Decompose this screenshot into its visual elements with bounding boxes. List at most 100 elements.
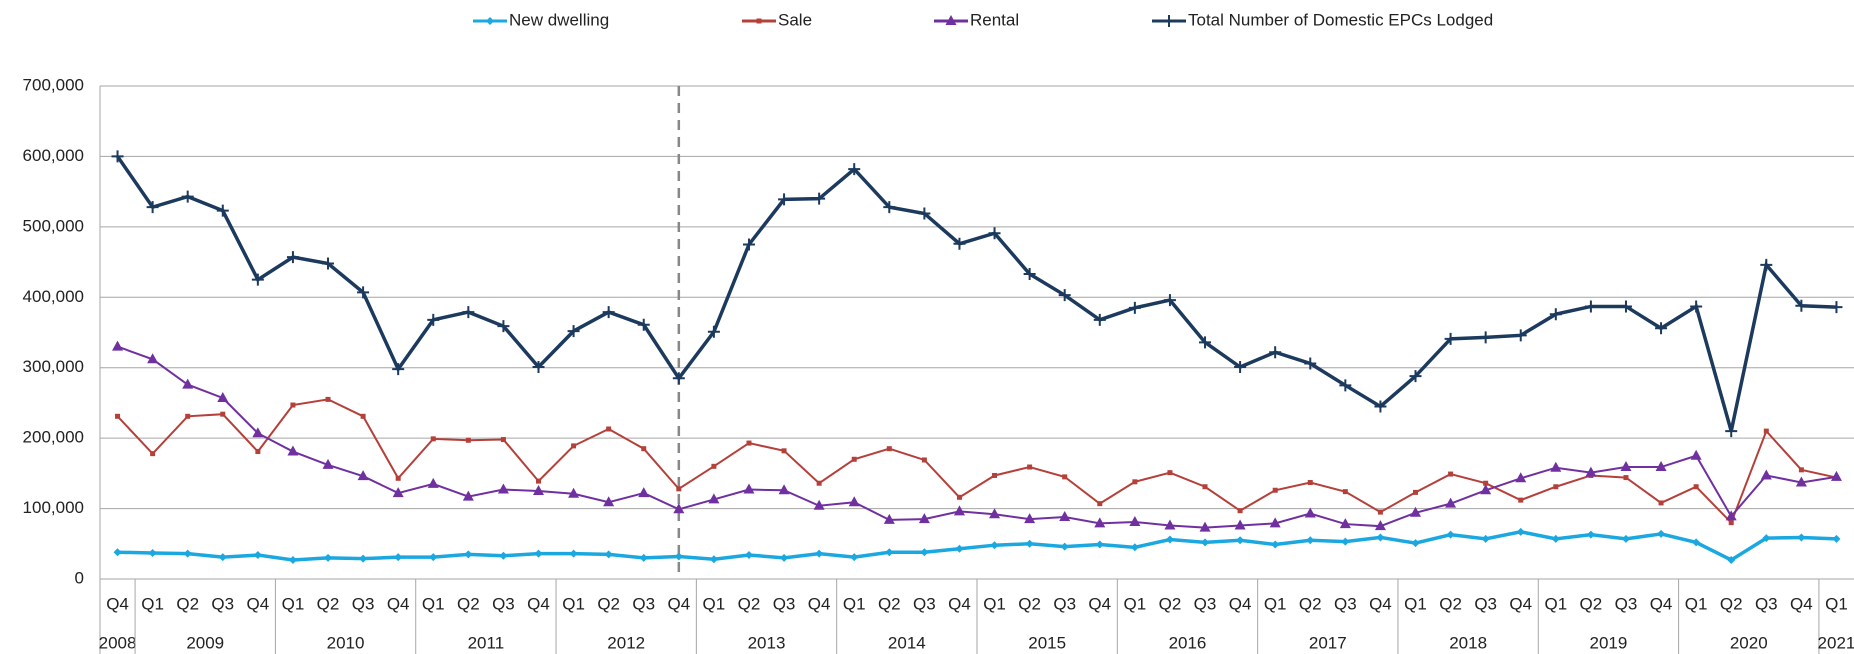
point xyxy=(499,551,508,560)
x-group-label: 2014 xyxy=(888,633,926,652)
x-tick-label: Q4 xyxy=(948,594,971,613)
x-tick-label: Q2 xyxy=(1439,594,1462,613)
point xyxy=(217,391,229,402)
point xyxy=(1690,300,1703,313)
point xyxy=(325,396,331,402)
point xyxy=(920,548,929,557)
point xyxy=(1795,476,1807,487)
point xyxy=(1341,537,1350,546)
legend-label: Sale xyxy=(778,10,812,29)
point xyxy=(1234,361,1247,374)
point xyxy=(780,553,789,562)
x-tick-label: Q4 xyxy=(247,594,270,613)
x-group-label: 2010 xyxy=(327,633,365,652)
point xyxy=(1237,508,1243,514)
point xyxy=(992,472,998,478)
point xyxy=(1409,370,1422,383)
point xyxy=(1725,510,1737,521)
point xyxy=(1339,379,1352,392)
point xyxy=(1199,336,1212,349)
y-tick-label: 400,000 xyxy=(23,287,84,306)
x-group-label: 2009 xyxy=(186,633,224,652)
x-tick-label: Q3 xyxy=(1053,594,1076,613)
point xyxy=(251,273,264,286)
point xyxy=(1027,464,1033,470)
point xyxy=(1797,533,1806,542)
point xyxy=(324,553,333,562)
legend-label: Total Number of Domestic EPCs Lodged xyxy=(1188,10,1493,29)
point xyxy=(639,553,648,562)
point xyxy=(357,470,369,481)
point xyxy=(429,553,438,562)
point xyxy=(322,458,334,469)
x-tick-label: Q3 xyxy=(352,594,375,613)
x-tick-label: Q1 xyxy=(1264,594,1287,613)
point xyxy=(1413,489,1418,495)
point xyxy=(638,487,650,498)
point xyxy=(357,286,370,299)
point xyxy=(395,475,401,481)
point xyxy=(216,204,229,217)
point xyxy=(1551,534,1560,543)
point xyxy=(778,484,790,495)
point xyxy=(1620,461,1632,472)
point xyxy=(1830,470,1842,481)
point xyxy=(1202,484,1208,490)
point xyxy=(988,227,1001,240)
x-tick-label: Q3 xyxy=(1194,594,1217,613)
point xyxy=(1553,484,1559,490)
point xyxy=(1760,469,1772,480)
point xyxy=(1444,332,1457,345)
point xyxy=(1621,534,1630,543)
x-group-label: 2013 xyxy=(748,633,786,652)
point xyxy=(1586,530,1595,539)
point xyxy=(637,318,650,331)
x-tick-label: Q3 xyxy=(1615,594,1638,613)
legend-marker xyxy=(486,17,494,25)
point xyxy=(1306,536,1315,545)
x-group-label: 2016 xyxy=(1169,633,1207,652)
point xyxy=(1727,555,1736,564)
point xyxy=(462,490,474,501)
point xyxy=(464,550,473,559)
point xyxy=(1269,346,1282,359)
x-tick-label: Q4 xyxy=(808,594,831,613)
point xyxy=(989,508,1001,519)
point xyxy=(1411,539,1420,548)
point xyxy=(1093,313,1106,326)
point xyxy=(534,549,543,558)
point xyxy=(430,436,436,442)
x-tick-label: Q2 xyxy=(878,594,901,613)
point xyxy=(1692,538,1701,547)
y-tick-label: 500,000 xyxy=(23,216,84,235)
point xyxy=(1307,480,1313,486)
point xyxy=(392,487,404,498)
point xyxy=(1658,500,1664,506)
x-tick-label: Q1 xyxy=(983,594,1006,613)
point xyxy=(1445,497,1457,508)
point xyxy=(1725,425,1738,438)
point xyxy=(394,553,403,562)
x-tick-label: Q1 xyxy=(703,594,726,613)
x-tick-label: Q2 xyxy=(738,594,761,613)
x-tick-label: Q2 xyxy=(457,594,480,613)
point xyxy=(953,505,965,516)
x-tick-label: Q3 xyxy=(632,594,655,613)
point xyxy=(603,496,615,507)
point xyxy=(746,440,752,446)
point xyxy=(1234,519,1246,530)
x-tick-label: Q1 xyxy=(1825,594,1848,613)
point xyxy=(427,477,439,488)
point xyxy=(115,413,121,419)
point xyxy=(1481,534,1490,543)
point xyxy=(707,325,720,338)
point xyxy=(1129,515,1141,526)
point xyxy=(673,503,685,514)
x-tick-label: Q1 xyxy=(562,594,585,613)
point xyxy=(1728,520,1734,526)
point xyxy=(1201,538,1210,547)
point xyxy=(1023,268,1036,281)
point xyxy=(1479,331,1492,344)
x-group-label: 2019 xyxy=(1590,633,1628,652)
